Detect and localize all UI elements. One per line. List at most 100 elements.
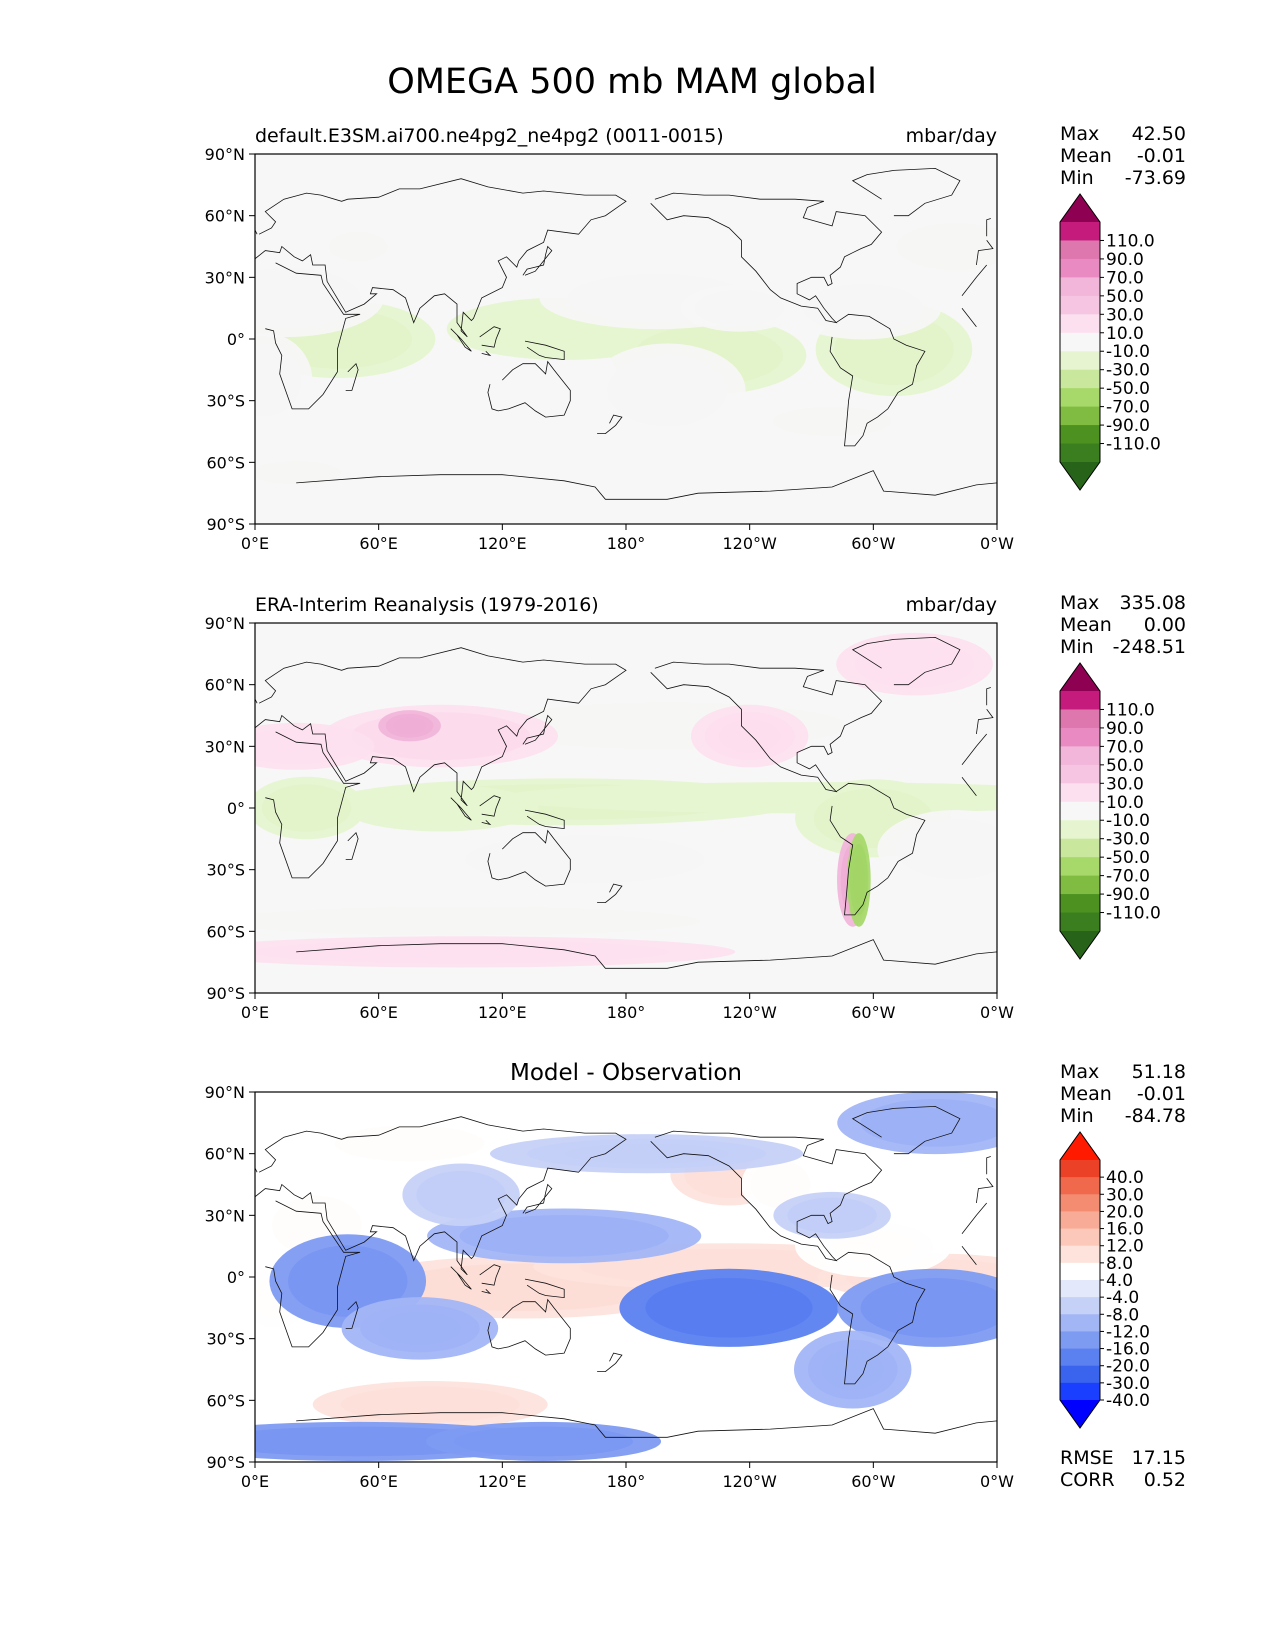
colorbar-bin [1060,1280,1100,1298]
colorbar-bin [1060,912,1100,932]
coastline-4 [829,782,926,916]
colorbar-tick-label: -90.0 [1106,885,1150,905]
x-tick-label: 120°W [722,1003,777,1022]
colorbar-tick-label: 12.0 [1106,1237,1144,1257]
stat-label: Mean [1060,145,1112,167]
colorbar-bin [1060,746,1100,766]
coastline-2 [487,829,571,887]
contour-model-10 [784,276,942,340]
coastline-12 [524,340,565,361]
x-tick-label: 0°W [980,1003,1014,1022]
colorbar-bin [1060,351,1100,371]
colorbar-tick-label: -30.0 [1106,1374,1150,1394]
contour-observation-12 [255,722,375,770]
colorbar-tick-label: -16.0 [1106,1340,1150,1360]
coastline-10 [481,820,492,826]
x-tick-label: 120°E [478,534,527,553]
stat-label: Max [1060,1061,1099,1083]
colorbar-bin [1060,222,1100,241]
y-tick-label: 30°S [206,392,245,411]
x-tick-label: 60°E [359,1003,397,1022]
y-tick-label: 0° [227,799,245,818]
x-tick-label: 60°E [359,534,397,553]
contour-difference-17 [341,1297,499,1360]
colorbar-extend-max [1060,663,1100,691]
coastline-11 [479,795,501,817]
coastline-9 [450,1266,472,1290]
x-tick-label: 120°E [478,1003,527,1022]
colorbar-tick-label: -110.0 [1106,904,1161,924]
colorbar-outline [1059,662,1101,960]
y-tick-label: 30°N [205,737,245,756]
y-tick-label: 30°N [205,268,245,287]
contour-observation-14 [836,632,993,696]
contour-difference-4 [311,1119,508,1167]
colorbar-bin [1060,1297,1100,1315]
metric-label: RMSE [1060,1447,1114,1469]
coastline-14 [597,883,623,903]
colorbar-bin [1060,1262,1100,1281]
colorbar-bin [1060,801,1100,821]
contour-observation-15 [428,828,742,891]
panel-title: Model - Observation [510,1060,742,1086]
coastline-1 [255,1116,994,1276]
colorbar-bin [1060,1245,1100,1264]
colorbar-bin [1060,277,1100,297]
colorbar-tick-label: 90.0 [1106,250,1144,270]
field [255,1092,997,1461]
coastline-0 [265,731,988,879]
x-tick-label: 0°E [241,1472,269,1491]
colorbar-bin [1060,857,1100,877]
y-tick-label: 90°N [205,1083,245,1102]
colorbar-tick-label: 50.0 [1106,756,1144,776]
contour-model-11 [588,343,746,438]
contour-observation-8 [378,710,441,742]
coastline-13 [345,362,359,391]
colorbar-bin [1060,1314,1100,1332]
coastline-1 [255,647,994,807]
coastline-2 [487,1298,571,1356]
colorbar-tick-label: 40.0 [1106,1168,1144,1188]
coastline-8 [522,1183,553,1214]
colorbar-bin [1060,894,1100,914]
colorbar-tick-label: -20.0 [1106,1357,1150,1377]
coastline-12 [524,809,565,830]
colorbar-tick-label: -50.0 [1106,848,1150,868]
coastline-14 [597,414,623,434]
contour-difference-15 [426,1421,662,1461]
coastline-5 [851,167,961,217]
figure-title: OMEGA 500 mb MAM global [387,62,877,102]
x-tick-label: 0°W [980,534,1014,553]
colorbar-bin [1060,443,1100,463]
field [255,632,997,968]
contour-difference-19 [773,1191,891,1239]
colorbar-bin [1060,764,1100,784]
colorbar-tick-label: -50.0 [1106,379,1150,399]
coastline-0 [265,262,988,410]
x-tick-label: 180° [607,1003,646,1022]
x-tick-label: 60°W [851,1472,895,1491]
x-tick-label: 120°W [722,1472,777,1491]
colorbar-tick-label: -70.0 [1106,867,1150,887]
stat-label: Max [1060,592,1099,614]
colorbar-bin [1060,369,1100,389]
metric-label: CORR [1060,1469,1115,1491]
colorbar: 110.090.070.050.030.010.0-10.0-30.0-50.0… [1059,193,1161,491]
coastline-3 [650,1130,883,1262]
colorbar-tick-label: -40.0 [1106,1391,1150,1411]
y-tick-label: 60°S [206,453,245,472]
stat-value: 0.00 [1144,614,1186,636]
y-tick-label: 0° [227,1268,245,1287]
x-tick-label: 120°E [478,1472,527,1491]
field [255,215,997,489]
coastline-5 [851,1105,961,1155]
coastline-12 [524,1278,565,1299]
colorbar-tick-label: 10.0 [1106,793,1144,813]
contour-observation-16 [877,810,997,889]
x-tick-label: 0°E [241,1003,269,1022]
x-tick-label: 180° [607,534,646,553]
colorbar-tick-label: -10.0 [1106,811,1150,831]
contour-observation-6 [255,901,775,941]
stat-value: -0.01 [1137,1083,1186,1105]
